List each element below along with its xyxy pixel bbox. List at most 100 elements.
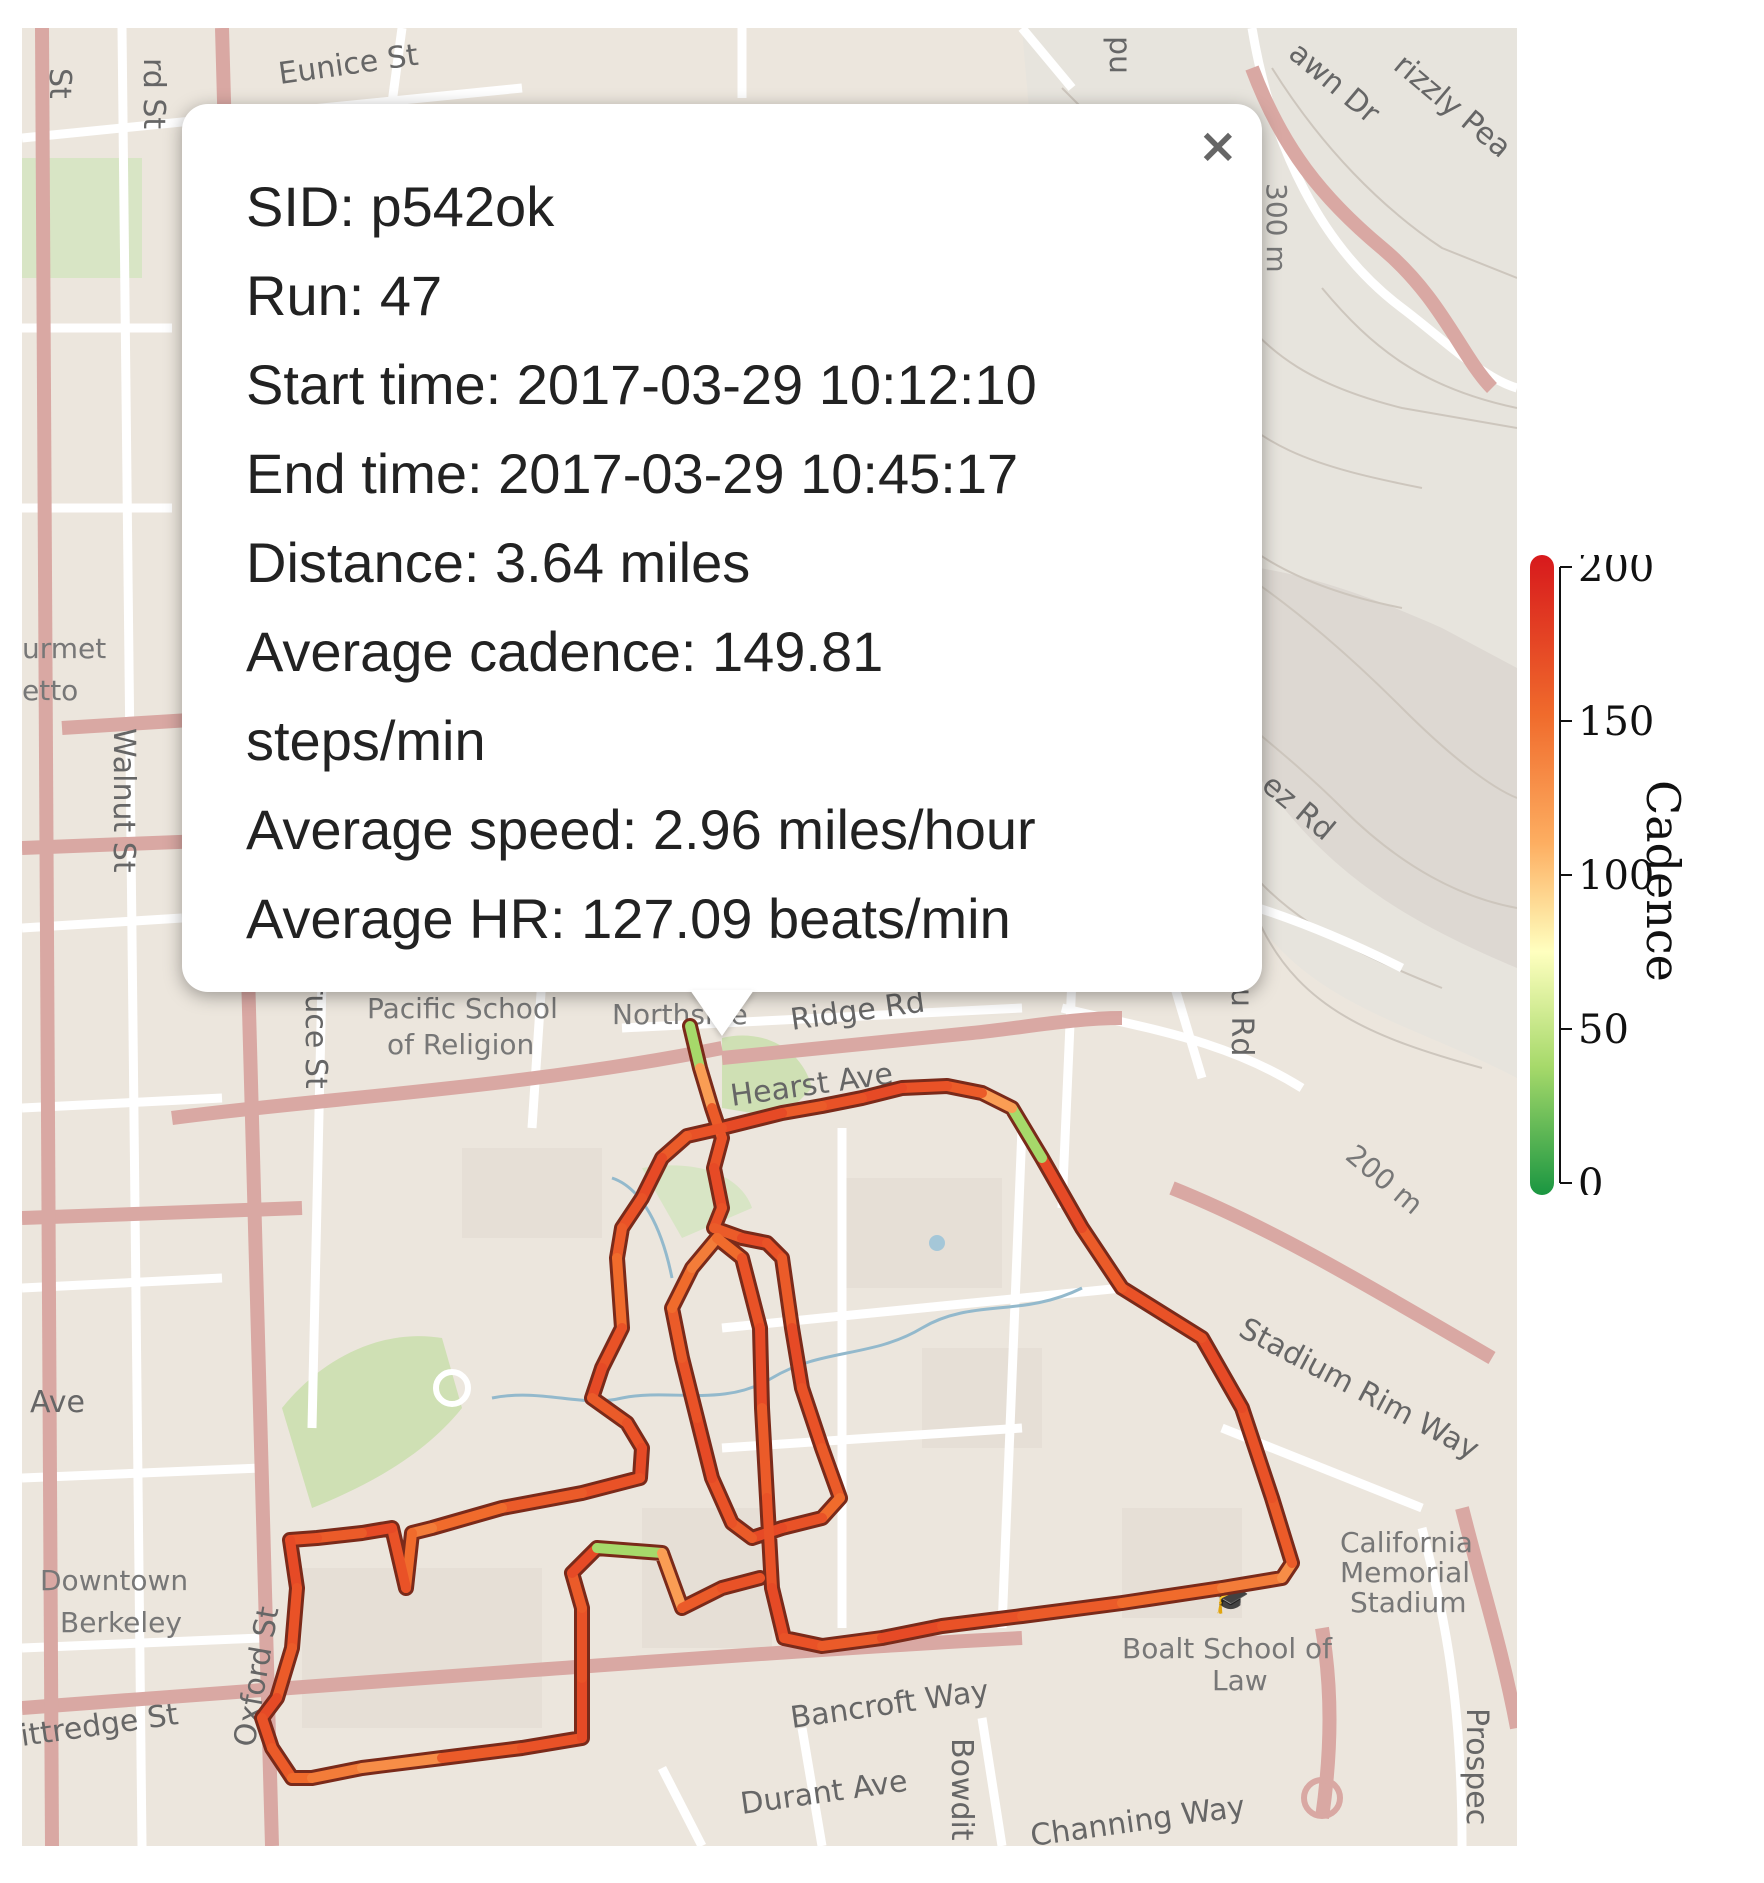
route-segment[interactable]	[777, 1101, 827, 1118]
route-segment[interactable]	[755, 1323, 767, 1413]
route-segment[interactable]	[942, 1081, 987, 1098]
route-segment[interactable]	[1117, 1283, 1207, 1343]
label-stadium-2: Memorial	[1340, 1556, 1470, 1589]
route-segment[interactable]	[787, 1323, 807, 1393]
route-segment[interactable]	[267, 1743, 297, 1783]
route-segment[interactable]	[617, 1193, 647, 1233]
basemap: Eunice St Walnut St Spruce St Ridge Rd H…	[22, 28, 1517, 1846]
route-segment[interactable]	[817, 1443, 845, 1503]
route-segment[interactable]	[1217, 1573, 1287, 1593]
label-st-top: St	[42, 68, 77, 99]
route-segment[interactable]	[777, 1513, 827, 1533]
route-segment[interactable]	[937, 1611, 1027, 1631]
route-segment[interactable]	[257, 1713, 277, 1753]
route-segment[interactable]	[695, 1063, 717, 1113]
route-segment[interactable]	[1237, 1403, 1277, 1503]
route-segment[interactable]	[597, 1323, 627, 1373]
route-segment[interactable]	[285, 1535, 302, 1593]
route-segment[interactable]	[287, 1583, 302, 1653]
route-segment[interactable]	[567, 1543, 602, 1578]
popup-line-speed: Average speed: 2.96 miles/hour	[246, 798, 1036, 861]
label-u-rd: u Rd	[1224, 988, 1259, 1056]
route-segment[interactable]	[1007, 1103, 1047, 1163]
route-segment[interactable]	[757, 1403, 772, 1503]
route-segment[interactable]	[687, 1233, 722, 1273]
building-blocks	[302, 1148, 1242, 1728]
pond	[929, 1235, 945, 1251]
route-segment[interactable]	[635, 1443, 647, 1483]
route-segment[interactable]	[1197, 1333, 1247, 1413]
route-segment[interactable]	[707, 1473, 737, 1528]
route-segment[interactable]	[682, 1123, 727, 1141]
run-route[interactable]	[254, 1018, 1300, 1786]
route-segment[interactable]	[677, 1583, 727, 1613]
map-view[interactable]: Eunice St Walnut St Spruce St Ridge Rd H…	[22, 28, 1517, 1846]
route-segment[interactable]	[1267, 1493, 1297, 1568]
label-stadium-3: Stadium	[1350, 1586, 1466, 1619]
route-segment[interactable]	[307, 1763, 367, 1783]
route-segment[interactable]	[567, 1568, 587, 1613]
route-segment[interactable]	[272, 1643, 297, 1703]
route-segment[interactable]	[587, 1363, 607, 1403]
label-contour-200: 200 m	[1340, 1138, 1430, 1221]
route-segment[interactable]	[677, 1353, 702, 1423]
route-segment[interactable]	[797, 1383, 827, 1453]
label-downtown-1: Downtown	[40, 1564, 188, 1597]
route-segment[interactable]	[817, 1093, 867, 1111]
route-segment[interactable]	[767, 1583, 789, 1643]
route-segment[interactable]	[709, 1163, 727, 1213]
route-segment[interactable]	[312, 1528, 367, 1543]
popup-line-hr: Average HR: 127.09 beats/min	[246, 887, 1011, 950]
route-segment[interactable]	[577, 1473, 645, 1498]
route-segment[interactable]	[717, 1573, 765, 1593]
popup-line-end: End time: 2017-03-29 10:45:17	[246, 442, 1019, 505]
popup-pointer	[690, 990, 754, 1036]
route-segment[interactable]	[692, 1413, 717, 1483]
route-segment[interactable]	[657, 1548, 687, 1613]
route-segment[interactable]	[817, 1633, 887, 1651]
route-segment[interactable]	[357, 1523, 397, 1538]
route-segment[interactable]	[977, 1088, 1017, 1113]
route-segment[interactable]	[1077, 1223, 1127, 1293]
route-segment[interactable]	[587, 1393, 632, 1428]
route-segment[interactable]	[737, 1253, 765, 1333]
popup-line-cadence-unit: steps/min	[246, 709, 486, 772]
route-segment[interactable]	[779, 1633, 827, 1651]
route-segment[interactable]	[709, 1133, 727, 1173]
route-segment[interactable]	[667, 1303, 687, 1363]
park-areas	[22, 158, 812, 1508]
route-segment[interactable]	[657, 1131, 692, 1163]
colorbar-tick-label: 0	[1578, 1161, 1603, 1195]
route-segment[interactable]	[877, 1621, 947, 1643]
route-segment[interactable]	[1117, 1583, 1227, 1608]
route-segment[interactable]	[437, 1743, 527, 1763]
route-segment[interactable]	[712, 1233, 747, 1263]
route-segment[interactable]	[517, 1733, 587, 1753]
route-segment[interactable]	[857, 1083, 907, 1103]
park-2	[22, 158, 142, 278]
creek-2	[611, 1176, 674, 1279]
route-segment[interactable]	[1037, 1153, 1087, 1233]
popup-line-start: Start time: 2017-03-29 10:12:10	[246, 353, 1037, 416]
label-channing: Channing Way	[1028, 1789, 1247, 1846]
route-segment[interactable]	[667, 1263, 697, 1313]
route-segment[interactable]	[357, 1753, 447, 1773]
label-pacific-2: of Religion	[387, 1028, 534, 1061]
route-segment[interactable]	[637, 1153, 667, 1203]
colorbar-title: Cadence	[1636, 780, 1690, 982]
close-button[interactable]: ×	[1197, 118, 1238, 174]
route-segment[interactable]	[717, 1108, 787, 1133]
route-segment[interactable]	[762, 1493, 777, 1593]
popup-line-run: Run: 47	[246, 264, 443, 327]
route-segment[interactable]	[612, 1253, 627, 1333]
label-bowditch: Bowdit	[944, 1738, 979, 1841]
popup-line-distance: Distance: 3.64 miles	[246, 531, 751, 594]
route-segment[interactable]	[497, 1488, 587, 1513]
route-segment[interactable]	[387, 1523, 411, 1593]
route-segment[interactable]	[1017, 1598, 1127, 1621]
route-segment[interactable]	[427, 1503, 507, 1533]
route-segment[interactable]	[612, 1223, 627, 1263]
route-segment[interactable]	[897, 1081, 952, 1093]
route-segment[interactable]	[777, 1253, 797, 1333]
route-segment[interactable]	[592, 1543, 667, 1558]
